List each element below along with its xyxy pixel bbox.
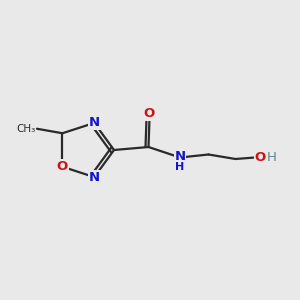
Text: H: H bbox=[176, 161, 184, 172]
Text: N: N bbox=[89, 116, 100, 129]
Text: O: O bbox=[57, 160, 68, 173]
Text: N: N bbox=[89, 171, 100, 184]
Text: O: O bbox=[144, 106, 155, 120]
Text: O: O bbox=[255, 151, 266, 164]
Text: N: N bbox=[174, 149, 186, 163]
Text: H: H bbox=[267, 151, 276, 164]
Text: CH₃: CH₃ bbox=[16, 124, 35, 134]
